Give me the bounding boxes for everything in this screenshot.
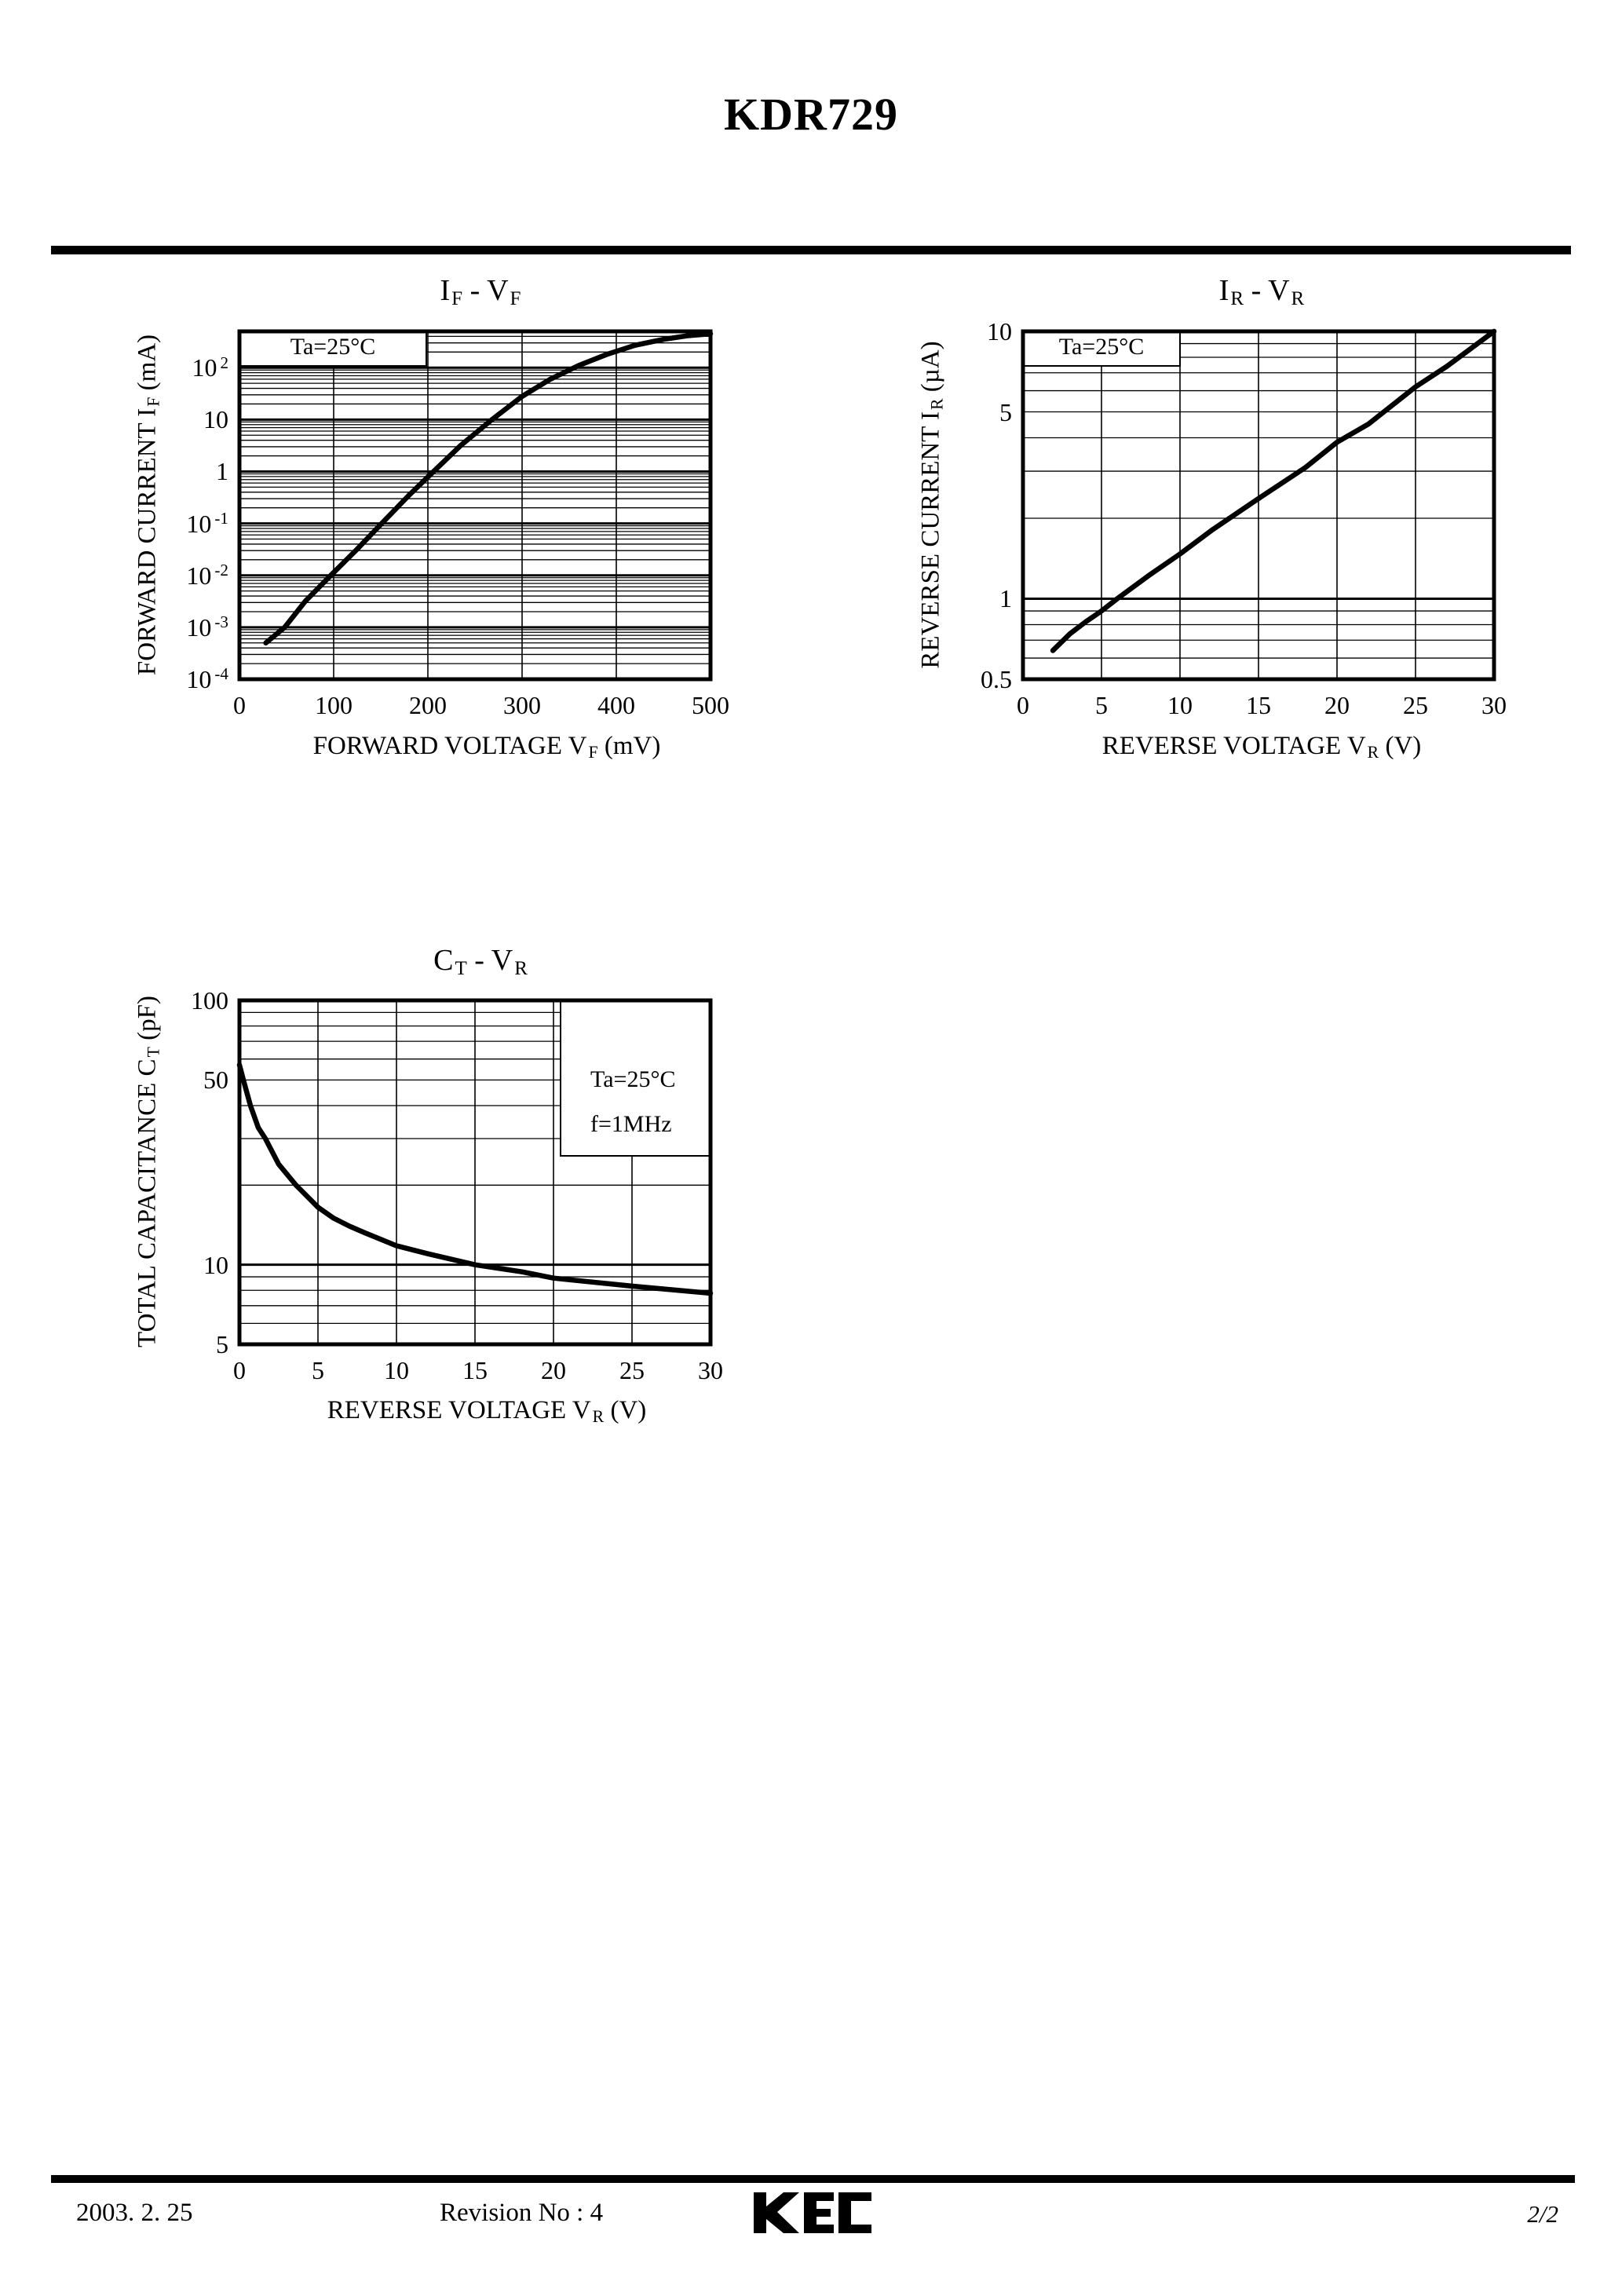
x-tick-if-vf-0: 0	[233, 691, 246, 719]
x-tick-ir-vr-30: 30	[1481, 691, 1507, 719]
x-tick-ct-vr-15: 15	[462, 1356, 488, 1384]
y-axis-label-ct-vr: TOTAL CAPACITANCE CT (pF)	[133, 996, 163, 1347]
x-tick-ir-vr-25: 25	[1403, 691, 1428, 719]
plot-if-vf	[237, 329, 714, 682]
y-tick-ir-vr-5: 5	[999, 397, 1012, 426]
chart-title-if-vf: IF - VF	[440, 274, 521, 310]
curve-IF	[263, 331, 714, 646]
y-tick-ct-vr-5: 5	[216, 1330, 228, 1358]
page-title: KDR729	[724, 89, 898, 140]
footer-page-number: 2/2	[1527, 2200, 1558, 2228]
footer-date: 2003. 2. 25	[76, 2199, 193, 2227]
x-tick-ir-vr-20: 20	[1324, 691, 1350, 719]
chart-title-ir-vr: IR - VR	[1218, 274, 1305, 310]
plot-ir-vr	[1021, 328, 1497, 682]
plot-ct-vr	[236, 998, 714, 1347]
header-rule	[51, 246, 1571, 254]
annotation-if-vf: Ta=25°C	[290, 334, 376, 360]
y-tick-ir-vr-0.5: 0.5	[981, 665, 1012, 693]
annotation-ct-vr-1: f=1MHz	[590, 1111, 672, 1137]
x-tick-ir-vr-0: 0	[1017, 691, 1029, 719]
footer-rule	[51, 2175, 1575, 2183]
x-tick-if-vf-500: 500	[692, 691, 729, 719]
x-tick-if-vf-400: 400	[597, 691, 635, 719]
x-tick-ir-vr-15: 15	[1246, 691, 1271, 719]
x-tick-if-vf-200: 200	[409, 691, 447, 719]
curve-IR	[1050, 328, 1497, 653]
x-axis-label-ct-vr: REVERSE VOLTAGE VR (V)	[327, 1396, 647, 1427]
x-tick-if-vf-100: 100	[315, 691, 353, 719]
y-axis-label-ir-vr: REVERSE CURRENT IR (µA)	[916, 341, 947, 669]
x-tick-ir-vr-5: 5	[1095, 691, 1108, 719]
kec-logo-icon	[754, 2192, 871, 2233]
kec-logo	[754, 2192, 871, 2233]
x-tick-ct-vr-10: 10	[384, 1356, 409, 1384]
curve-CT	[236, 1062, 714, 1296]
chart-title-ct-vr: CT - VR	[433, 944, 528, 980]
x-tick-ct-vr-25: 25	[619, 1356, 645, 1384]
y-tick-if-vf-100: 10 2	[192, 353, 228, 382]
y-tick-if-vf-0.01: 10 -2	[186, 561, 228, 590]
y-tick-ir-vr-10: 10	[987, 317, 1012, 345]
y-tick-if-vf-0.0001: 10 -4	[186, 664, 228, 693]
y-tick-ct-vr-100: 100	[191, 986, 228, 1015]
y-tick-if-vf-1: 1	[216, 457, 228, 486]
y-tick-ir-vr-1: 1	[999, 584, 1012, 613]
x-tick-ct-vr-5: 5	[312, 1356, 324, 1384]
y-tick-if-vf-0.001: 10 -3	[186, 612, 228, 642]
y-tick-ct-vr-10: 10	[203, 1250, 228, 1279]
annotation-ir-vr: Ta=25°C	[1058, 334, 1145, 360]
y-tick-ct-vr-50: 50	[203, 1066, 228, 1095]
x-axis-label-if-vf: FORWARD VOLTAGE VF (mV)	[312, 732, 661, 762]
footer-revision: Revision No : 4	[440, 2199, 604, 2227]
x-tick-ir-vr-10: 10	[1167, 691, 1193, 719]
x-tick-ct-vr-20: 20	[541, 1356, 566, 1384]
annotation-ct-vr-0: Ta=25°C	[590, 1066, 676, 1092]
y-tick-if-vf-0.1: 10 -1	[186, 509, 228, 538]
x-axis-label-ir-vr: REVERSE VOLTAGE VR (V)	[1101, 732, 1422, 762]
x-tick-ct-vr-0: 0	[233, 1356, 246, 1384]
y-tick-if-vf-10: 10	[203, 405, 228, 434]
x-tick-ct-vr-30: 30	[698, 1356, 723, 1384]
x-tick-if-vf-300: 300	[503, 691, 541, 719]
